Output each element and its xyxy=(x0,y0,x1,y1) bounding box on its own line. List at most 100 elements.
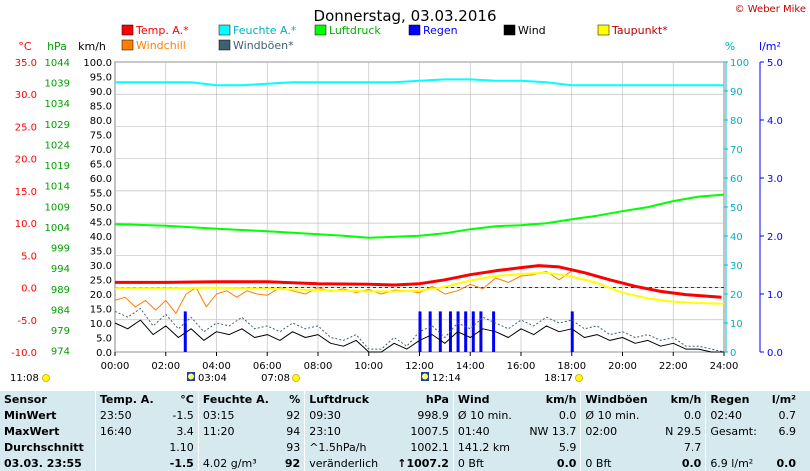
stats-cell: 0 Bft xyxy=(580,455,658,471)
wind-tick-label: 10.0 xyxy=(90,319,112,330)
stats-cell: 02:00 xyxy=(580,423,658,439)
wind-tick-label: 70.0 xyxy=(90,145,112,156)
legend-swatch xyxy=(314,24,327,36)
stats-header-cell: km/h xyxy=(545,392,577,406)
series-line xyxy=(114,319,724,353)
legend-label: Feuchte A.* xyxy=(233,24,297,37)
x-tick-label: 06:00 xyxy=(253,361,282,372)
stats-row: Durchschnitt 1.10 93 ^1.5hPa/h 1002.1 141.2 k… xyxy=(0,439,800,455)
pressure-tick-label: 1044 xyxy=(45,58,70,69)
stats-cell: 03:15 xyxy=(197,407,279,423)
legend-label: Windböen* xyxy=(233,39,294,52)
stats-header-cell: Temp. A. xyxy=(94,391,163,407)
stats-cell: 0.7 xyxy=(778,408,797,422)
humidity-tick-label: 60 xyxy=(730,174,743,185)
pressure-tick-label: 1019 xyxy=(45,161,70,172)
time-marker-label: 18:17 xyxy=(544,373,573,384)
pressure-tick-label: 984 xyxy=(51,305,70,316)
stats-header-cell: % xyxy=(289,392,301,406)
stats-cell: 6.9 xyxy=(778,424,797,438)
humidity-tick-label: 30 xyxy=(730,261,743,272)
moon-icon xyxy=(188,373,194,380)
stats-cell: 02:40 xyxy=(705,407,766,423)
temp-unit-label: °C xyxy=(18,40,32,53)
legend-label: Taupunkt* xyxy=(611,24,668,37)
humidity-tick-label: 90 xyxy=(730,87,743,98)
stats-cell: 4.02 g/m³ xyxy=(197,455,279,471)
series-line xyxy=(114,193,725,239)
wind-tick-label: 100.0 xyxy=(83,58,112,69)
temp-tick-label: 35.0 xyxy=(15,58,37,69)
x-tick-label: 16:00 xyxy=(507,361,536,372)
stats-header-cell: Luftdruck xyxy=(304,391,389,407)
wind-tick-label: 35.0 xyxy=(90,247,112,258)
wind-tick-label: 50.0 xyxy=(90,203,112,214)
stats-header-cell: Windböen xyxy=(580,391,658,407)
pressure-unit-label: hPa xyxy=(47,40,67,53)
wind-tick-label: 5.0 xyxy=(96,334,112,345)
x-tick-label: 04:00 xyxy=(202,361,231,372)
rain-bar xyxy=(479,311,483,352)
series-line xyxy=(115,264,722,299)
rain-tick-label: 3.0 xyxy=(767,174,783,185)
stats-cell: Gesamt: xyxy=(705,423,766,439)
stats-row: MinWert 23:50 -1.5 03:15 92 09:30 998.9 Ø 10 mi… xyxy=(0,407,800,423)
stats-cell: 7.7 xyxy=(683,440,702,454)
rain-bar xyxy=(183,311,187,352)
stats-cell: Durchschnitt xyxy=(4,440,84,454)
legend-label: Wind xyxy=(518,24,546,37)
copyright-text: © Weber Mike xyxy=(735,4,806,15)
stats-cell: -1.5 xyxy=(172,408,194,422)
wind-tick-label: 85.0 xyxy=(90,102,112,113)
rain-tick-label: 0.0 xyxy=(767,348,783,359)
pressure-tick-label: 1014 xyxy=(45,182,70,193)
temp-tick-label: -10.0 xyxy=(11,348,37,359)
humidity-tick-label: 80 xyxy=(730,116,743,127)
rain-tick-label: 2.0 xyxy=(767,232,783,243)
stats-cell xyxy=(94,439,163,455)
rain-tick-label: 5.0 xyxy=(767,58,783,69)
chart-title: Donnerstag, 03.03.2016 xyxy=(314,7,497,25)
stats-cell: NW 13.7 xyxy=(529,424,577,438)
rain-bar xyxy=(464,311,468,352)
temp-tick-label: -5.0 xyxy=(17,316,37,327)
rain-bar xyxy=(418,311,422,352)
temp-tick-label: 15.0 xyxy=(15,187,37,198)
temp-tick-label: 20.0 xyxy=(15,155,37,166)
legend-swatch xyxy=(597,24,610,36)
stats-header-cell: °C xyxy=(180,392,194,406)
humidity-tick-label: 100 xyxy=(730,58,749,69)
x-tick-label: 08:00 xyxy=(304,361,333,372)
pressure-tick-label: 1039 xyxy=(45,79,70,90)
rain-bar xyxy=(471,311,475,352)
pressure-tick-label: 1034 xyxy=(45,99,70,110)
legend-swatch xyxy=(218,39,231,51)
pressure-tick-label: 994 xyxy=(51,264,70,275)
stats-cell: MaxWert xyxy=(4,424,60,438)
x-tick-label: 14:00 xyxy=(456,361,485,372)
time-markers: 11:08 03:04 07:08 12:14 18:17 xyxy=(10,372,583,384)
legend-swatch xyxy=(503,24,516,36)
temp-tick-label: 30.0 xyxy=(15,90,37,101)
wind-tick-label: 75.0 xyxy=(90,131,112,142)
time-marker-label: 03:04 xyxy=(198,373,227,384)
stats-cell: N 29.5 xyxy=(665,424,702,438)
series-lines xyxy=(114,78,725,353)
axes: 00:00 02:00 04:00 06:00 08:00 10:00 12:00 14:00… xyxy=(11,58,783,372)
x-tick-label: 20:00 xyxy=(608,361,637,372)
wind-tick-label: 90.0 xyxy=(90,87,112,98)
legend-label: Luftdruck xyxy=(329,24,381,37)
x-tick-label: 00:00 xyxy=(101,361,130,372)
humidity-tick-label: 10 xyxy=(730,319,743,330)
stats-header-cell: Sensor xyxy=(4,392,47,406)
stats-cell: 01:40 xyxy=(452,423,521,439)
x-tick-label: 22:00 xyxy=(659,361,688,372)
x-tick-label: 10:00 xyxy=(354,361,383,372)
wind-tick-label: 60.0 xyxy=(90,174,112,185)
stats-cell: 16:40 xyxy=(94,423,163,439)
series-line xyxy=(115,271,725,305)
grid xyxy=(114,61,725,353)
sun-icon xyxy=(42,374,50,382)
weather-chart: Donnerstag, 03.03.2016 © Weber Mike Temp… xyxy=(10,4,806,384)
stats-cell: 0.0 xyxy=(556,456,577,470)
